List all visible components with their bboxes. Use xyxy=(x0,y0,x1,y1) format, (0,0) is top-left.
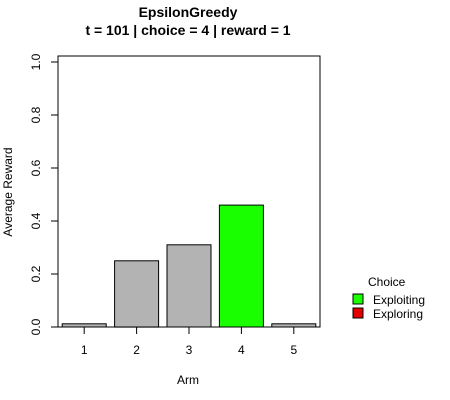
bar-arm-4 xyxy=(218,204,264,328)
x-axis-label: Arm xyxy=(177,373,199,387)
legend-swatch-exploiting xyxy=(352,293,364,305)
chart-title: EpsilonGreedy xyxy=(139,4,238,20)
x-tick-label: 3 xyxy=(186,343,193,357)
y-axis: 0.0 0.2 0.4 0.6 0.8 1.0 xyxy=(29,53,59,335)
x-tick-label: 2 xyxy=(133,343,140,357)
y-tick-label: 0.4 xyxy=(29,212,43,229)
y-tick-label: 0.8 xyxy=(29,106,43,123)
legend-swatch-exploring xyxy=(352,307,364,319)
chart-subtitle: t = 101 | choice = 4 | reward = 1 xyxy=(85,22,290,38)
x-tick-label: 4 xyxy=(238,343,245,357)
legend-label-exploring: Exploring xyxy=(373,307,423,321)
y-axis-label: Average Reward xyxy=(1,147,15,236)
x-tick-label: 1 xyxy=(81,343,88,357)
bars-group xyxy=(61,204,317,328)
y-tick-label: 1.0 xyxy=(29,53,43,70)
legend-label-exploiting: Exploiting xyxy=(373,293,425,307)
y-tick-label: 0.6 xyxy=(29,159,43,176)
y-tick-label: 0.2 xyxy=(29,265,43,282)
bar-arm-2 xyxy=(114,260,160,328)
y-tick-label: 0.0 xyxy=(29,318,43,335)
x-tick-label: 5 xyxy=(290,343,297,357)
x-axis: 1 2 3 4 5 xyxy=(81,326,297,357)
legend-title: Choice xyxy=(368,275,406,289)
bar-arm-3 xyxy=(166,244,212,328)
